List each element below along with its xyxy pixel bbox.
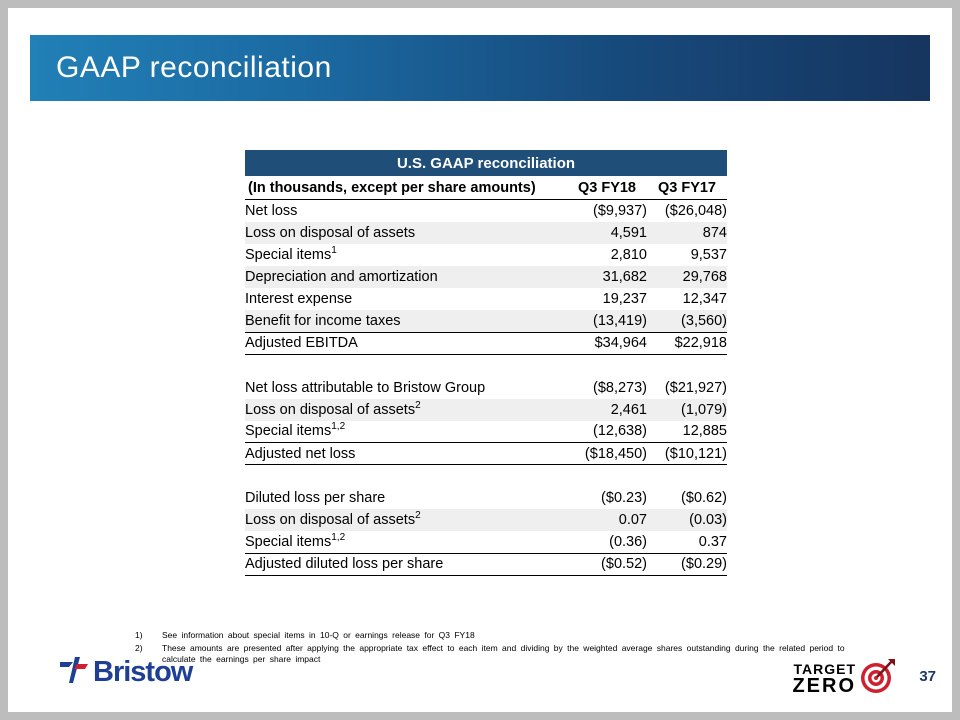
table-row: Depreciation and amortization 31,682 29,76… — [245, 266, 727, 288]
row-value: 0.07 — [618, 512, 647, 528]
row-label: Loss on disposal of assets — [245, 225, 416, 241]
row-value: (3,560) — [681, 312, 727, 329]
table-row: Benefit for income taxes (13,419) (3,560) — [245, 310, 727, 332]
row-value: ($0.23) — [601, 490, 647, 506]
row-label: Depreciation and amortization — [245, 269, 438, 285]
table-row: Loss on disposal of assets 4,591 874 — [245, 222, 727, 244]
row-label: Net loss — [245, 203, 298, 219]
row-value: ($18,450) — [567, 442, 647, 465]
page-title: GAAP reconciliation — [56, 51, 332, 84]
row-value: ($0.52) — [567, 552, 647, 576]
table-row: Special items1,2 (0.36) 0.37 — [245, 531, 727, 553]
row-value: 0.37 — [698, 533, 727, 550]
table-sections: Net loss ($9,937) ($26,048) Loss on disposa… — [245, 200, 727, 576]
row-value: (0.03) — [689, 512, 727, 528]
row-label: Special items1 — [245, 245, 337, 263]
footnote-number: 2) — [135, 643, 143, 654]
header-bar: GAAP reconciliation — [30, 35, 930, 101]
row-value: (13,419) — [592, 312, 647, 329]
row-label: Net loss attributable to Bristow Group — [245, 379, 486, 396]
table-row: Net loss attributable to Bristow Group ($… — [245, 377, 727, 399]
row-label: Loss on disposal of assets2 — [245, 510, 421, 528]
bristow-wordmark: Bristow — [93, 656, 193, 688]
row-value: 874 — [702, 225, 727, 241]
row-value: 9,537 — [690, 247, 727, 263]
table-row: Loss on disposal of assets2 2,461 (1,079) — [245, 398, 727, 421]
row-label: Diluted loss per share — [245, 490, 386, 506]
footnote-text: See information about special items in 1… — [162, 630, 475, 640]
row-value: $22,918 — [647, 331, 727, 355]
reconciliation-section: Diluted loss per share ($0.23) ($0.62) Loss… — [245, 487, 727, 576]
row-value: ($10,121) — [647, 442, 727, 465]
row-label: Adjusted EBITDA — [245, 331, 567, 355]
footnote-1: 1) See information about special items i… — [135, 630, 850, 641]
row-value: 31,682 — [602, 269, 647, 285]
row-value: ($9,937) — [592, 203, 647, 219]
row-label: Adjusted diluted loss per share — [245, 552, 567, 576]
row-label: Loss on disposal of assets2 — [245, 399, 421, 418]
row-value: (12,638) — [592, 423, 647, 440]
target-zero-logo: TARGET ZERO — [792, 658, 896, 701]
table-header-row: (In thousands, except per share amounts)… — [245, 176, 727, 200]
subtotal-row: Adjusted net loss ($18,450) ($10,121) — [245, 442, 727, 465]
row-value: ($8,273) — [592, 379, 647, 396]
row-value: $34,964 — [567, 331, 647, 355]
subtotal-row: Adjusted EBITDA $34,964 $22,918 — [245, 331, 727, 355]
reconciliation-section: Net loss ($9,937) ($26,048) Loss on disposa… — [245, 200, 727, 355]
row-value: 29,768 — [682, 269, 727, 285]
row-label: Special items1,2 — [245, 531, 346, 550]
row-label: Interest expense — [245, 291, 353, 307]
column-header-q3fy17: Q3 FY17 — [657, 179, 716, 196]
row-value: ($21,927) — [664, 379, 727, 396]
slide: GAAP reconciliation U.S. GAAP reconcilia… — [8, 8, 952, 712]
row-value: ($0.29) — [647, 552, 727, 576]
footnote-number: 1) — [135, 630, 143, 640]
table-row: Diluted loss per share ($0.23) ($0.62) — [245, 487, 727, 509]
row-value: 12,885 — [682, 423, 727, 440]
bristow-logo-icon — [58, 654, 90, 691]
footnote-text: These amounts are presented after applyi… — [162, 643, 845, 665]
row-value: ($26,048) — [664, 203, 727, 219]
target-zero-line1: TARGET — [793, 661, 856, 678]
table-caption: (In thousands, except per share amounts) — [248, 179, 536, 196]
footnotes: 1) See information about special items i… — [135, 630, 850, 667]
table-row: Special items1 2,810 9,537 — [245, 244, 727, 266]
column-header-q3fy18: Q3 FY18 — [577, 179, 636, 196]
target-zero-wordmark: TARGET ZERO — [792, 661, 856, 697]
subtotal-row: Adjusted diluted loss per share ($0.52) ($… — [245, 552, 727, 576]
reconciliation-section: Net loss attributable to Bristow Group ($… — [245, 377, 727, 465]
table-row: Special items1,2 (12,638) 12,885 — [245, 421, 727, 443]
row-value: 2,461 — [610, 401, 647, 418]
table-row: Loss on disposal of assets2 0.07 (0.03) — [245, 509, 727, 531]
reconciliation-table: U.S. GAAP reconciliation (In thousands, … — [245, 150, 727, 576]
row-value: (1,079) — [681, 401, 727, 418]
table-row: Net loss ($9,937) ($26,048) — [245, 200, 727, 222]
page-number: 37 — [919, 668, 936, 685]
target-icon — [858, 658, 896, 701]
row-value: ($0.62) — [681, 490, 727, 506]
row-value: 4,591 — [610, 225, 647, 241]
row-value: 12,347 — [682, 291, 727, 307]
table-title: U.S. GAAP reconciliation — [245, 150, 727, 176]
row-label: Adjusted net loss — [245, 442, 567, 465]
table-row: Interest expense 19,237 12,347 — [245, 288, 727, 310]
target-zero-line2: ZERO — [792, 674, 856, 697]
footnote-2: 2) These amounts are presented after app… — [135, 643, 850, 665]
row-value: 2,810 — [610, 247, 647, 263]
row-label: Benefit for income taxes — [245, 312, 401, 329]
row-value: (0.36) — [609, 533, 647, 550]
row-value: 19,237 — [602, 291, 647, 307]
bristow-logo: Bristow — [58, 654, 193, 691]
row-label: Special items1,2 — [245, 421, 346, 440]
